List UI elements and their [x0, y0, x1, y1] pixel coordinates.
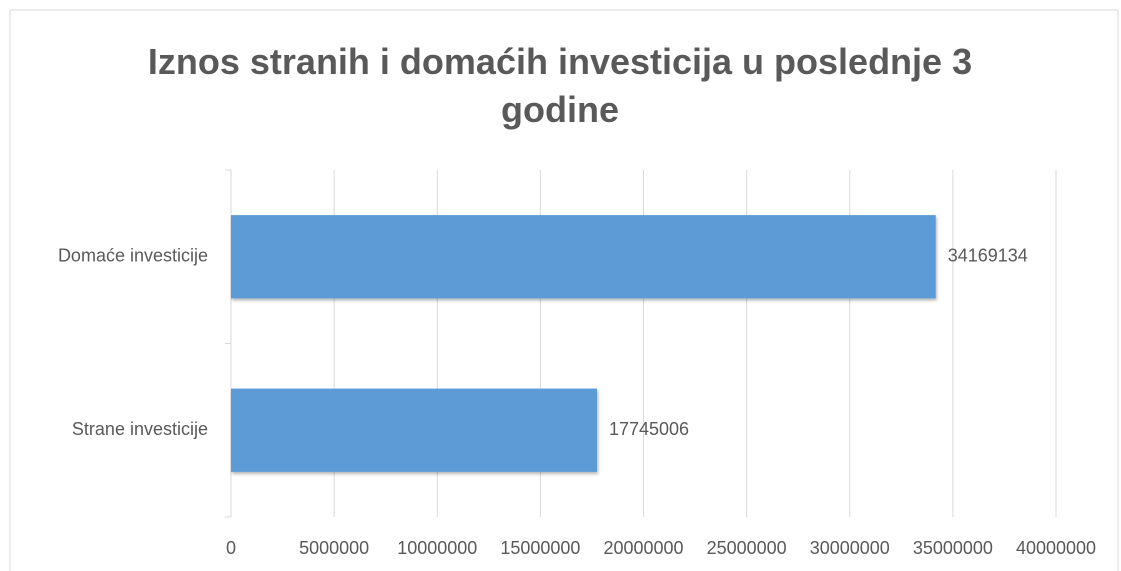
y-tick-label: Strane investicije: [72, 419, 208, 439]
x-tick-label: 35000000: [913, 538, 993, 558]
chart-title: Iznos stranih i domaćih investicija u po…: [147, 41, 973, 130]
x-tick-label: 25000000: [707, 538, 787, 558]
x-tick-label: 20000000: [603, 538, 683, 558]
data-label: 34169134: [948, 246, 1028, 266]
x-tick-label: 40000000: [1016, 538, 1096, 558]
chart-border: [9, 9, 1119, 571]
y-tick-label: Domaće investicije: [58, 246, 208, 266]
x-tick-label: 0: [226, 538, 236, 558]
x-tick-label: 5000000: [299, 538, 369, 558]
data-label: 17745006: [609, 419, 689, 439]
x-tick-label: 15000000: [500, 538, 580, 558]
bar: [231, 215, 936, 299]
x-tick-label: 10000000: [397, 538, 477, 558]
bar: [231, 388, 597, 472]
x-tick-label: 30000000: [810, 538, 890, 558]
